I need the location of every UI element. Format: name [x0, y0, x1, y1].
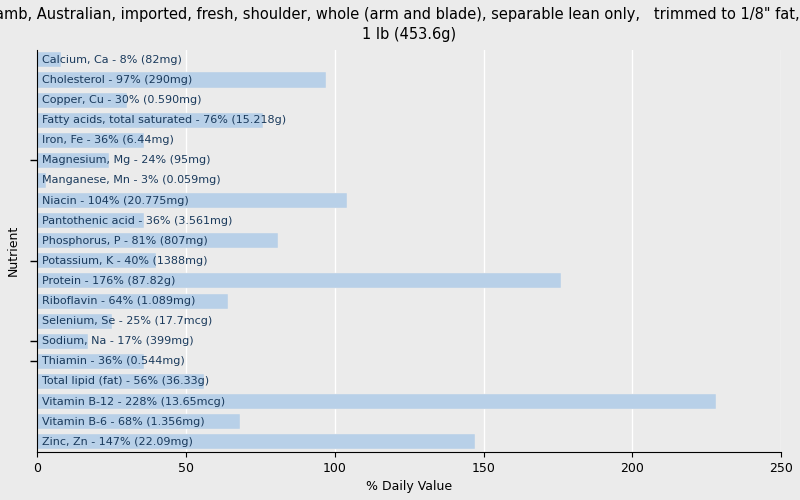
Text: Phosphorus, P - 81% (807mg): Phosphorus, P - 81% (807mg): [42, 236, 207, 246]
Text: Pantothenic acid - 36% (3.561mg): Pantothenic acid - 36% (3.561mg): [42, 216, 232, 226]
Bar: [38, 153, 109, 168]
Text: Sodium, Na - 17% (399mg): Sodium, Na - 17% (399mg): [42, 336, 194, 346]
Bar: [38, 274, 561, 288]
Text: Protein - 176% (87.82g): Protein - 176% (87.82g): [42, 276, 175, 286]
Text: Iron, Fe - 36% (6.44mg): Iron, Fe - 36% (6.44mg): [42, 136, 174, 145]
Bar: [38, 254, 156, 268]
Y-axis label: Nutrient: Nutrient: [7, 225, 20, 276]
Bar: [38, 414, 240, 429]
Text: Riboflavin - 64% (1.089mg): Riboflavin - 64% (1.089mg): [42, 296, 195, 306]
Text: Potassium, K - 40% (1388mg): Potassium, K - 40% (1388mg): [42, 256, 207, 266]
Bar: [38, 314, 112, 328]
Bar: [38, 294, 228, 308]
Bar: [38, 92, 126, 108]
Text: Vitamin B-6 - 68% (1.356mg): Vitamin B-6 - 68% (1.356mg): [42, 416, 204, 426]
Bar: [38, 434, 474, 450]
Text: Niacin - 104% (20.775mg): Niacin - 104% (20.775mg): [42, 196, 189, 205]
Text: Zinc, Zn - 147% (22.09mg): Zinc, Zn - 147% (22.09mg): [42, 436, 193, 446]
Bar: [38, 133, 145, 148]
Bar: [38, 334, 88, 349]
Bar: [38, 193, 346, 208]
Text: Selenium, Se - 25% (17.7mcg): Selenium, Se - 25% (17.7mcg): [42, 316, 212, 326]
Bar: [38, 354, 145, 369]
Bar: [38, 233, 278, 248]
X-axis label: % Daily Value: % Daily Value: [366, 480, 452, 493]
Title: Lamb, Australian, imported, fresh, shoulder, whole (arm and blade), separable le: Lamb, Australian, imported, fresh, shoul…: [0, 7, 800, 42]
Bar: [38, 72, 326, 88]
Bar: [38, 173, 46, 188]
Bar: [38, 213, 145, 228]
Bar: [38, 112, 263, 128]
Text: Copper, Cu - 30% (0.590mg): Copper, Cu - 30% (0.590mg): [42, 95, 202, 105]
Text: Total lipid (fat) - 56% (36.33g): Total lipid (fat) - 56% (36.33g): [42, 376, 209, 386]
Text: Magnesium, Mg - 24% (95mg): Magnesium, Mg - 24% (95mg): [42, 156, 210, 166]
Bar: [38, 394, 716, 409]
Text: Manganese, Mn - 3% (0.059mg): Manganese, Mn - 3% (0.059mg): [42, 176, 220, 186]
Text: Cholesterol - 97% (290mg): Cholesterol - 97% (290mg): [42, 75, 192, 85]
Text: Calcium, Ca - 8% (82mg): Calcium, Ca - 8% (82mg): [42, 55, 182, 65]
Bar: [38, 374, 204, 389]
Text: Fatty acids, total saturated - 76% (15.218g): Fatty acids, total saturated - 76% (15.2…: [42, 115, 286, 125]
Text: Vitamin B-12 - 228% (13.65mcg): Vitamin B-12 - 228% (13.65mcg): [42, 396, 225, 406]
Text: Thiamin - 36% (0.544mg): Thiamin - 36% (0.544mg): [42, 356, 185, 366]
Bar: [38, 52, 61, 68]
